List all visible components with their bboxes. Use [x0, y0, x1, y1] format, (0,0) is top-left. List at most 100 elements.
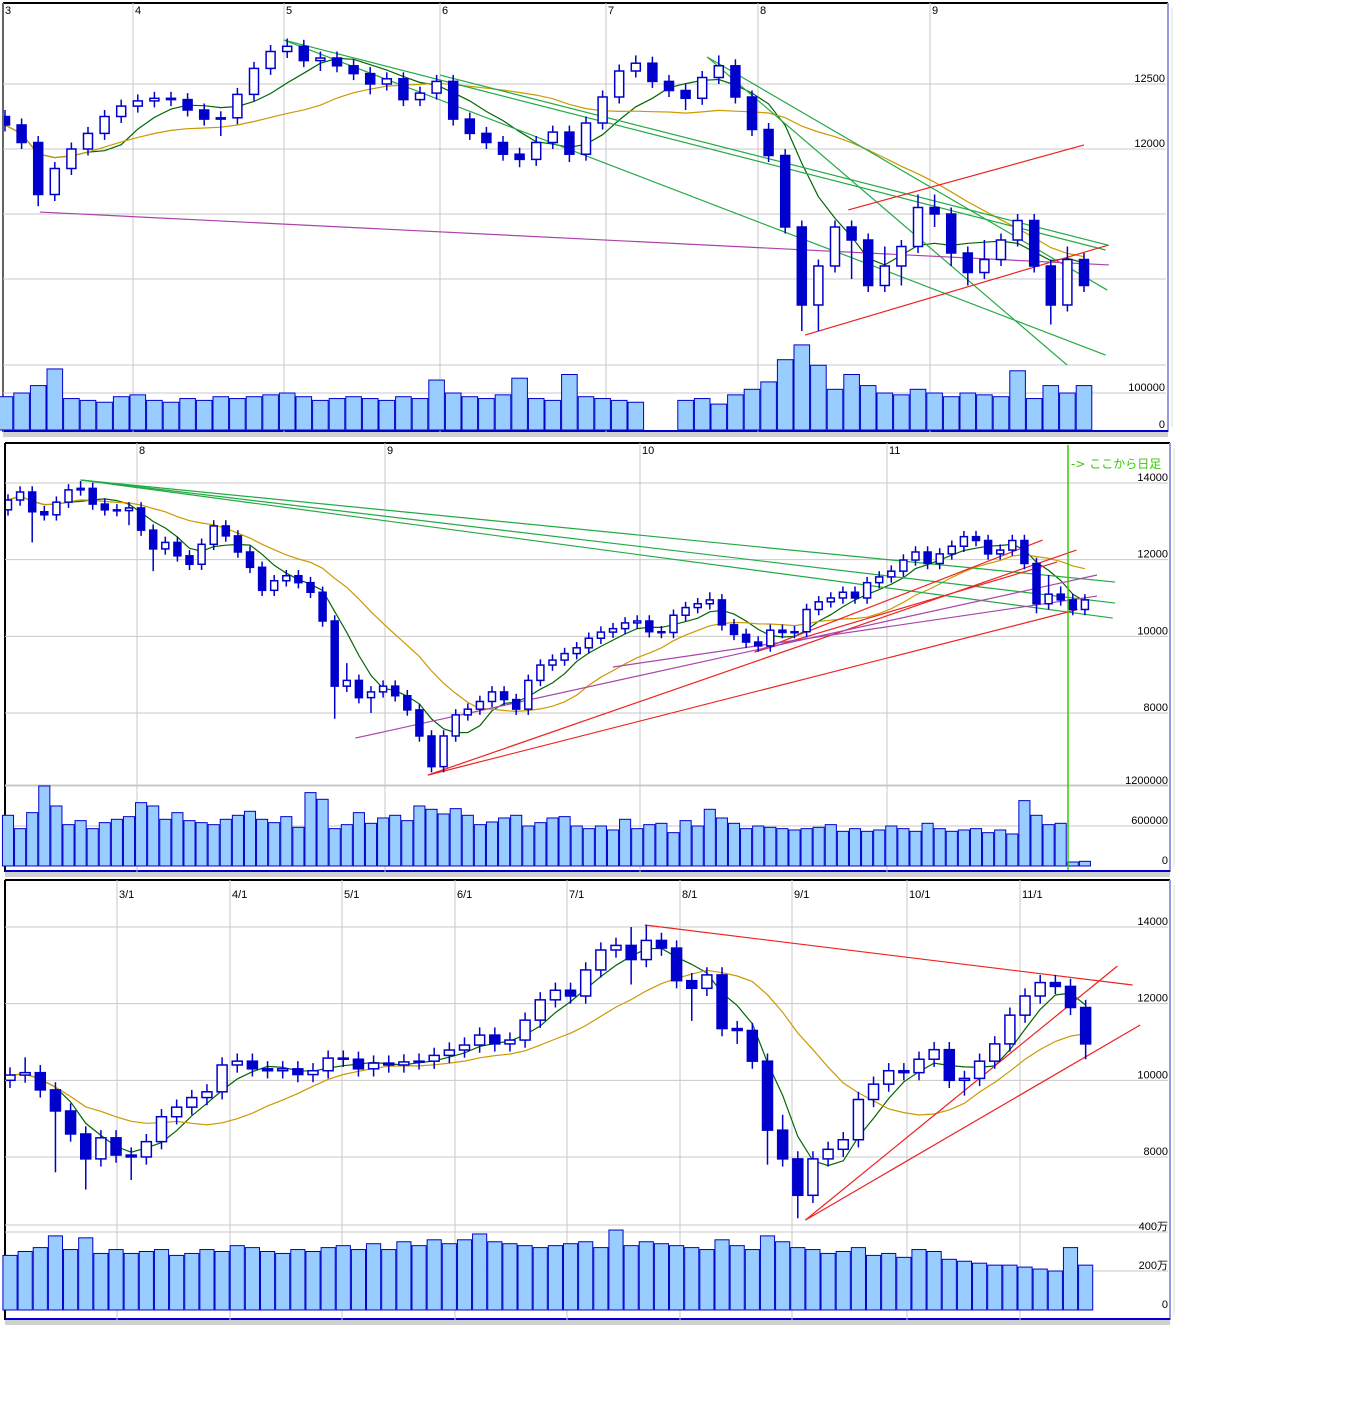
candle	[814, 596, 823, 616]
candle	[348, 59, 359, 81]
candle	[958, 1070, 971, 1096]
volume-bar	[558, 816, 571, 867]
candle-body-up	[15, 491, 25, 501]
volume-bar	[1030, 814, 1043, 867]
candle-body-down	[64, 1110, 77, 1135]
x-axis-label: 9	[932, 5, 938, 17]
volume-bar	[214, 1251, 230, 1311]
candle-body-up	[896, 245, 907, 267]
candle-body-up	[413, 1060, 425, 1063]
candle-body-down	[364, 72, 376, 85]
candle-body-down	[898, 1069, 910, 1074]
candle-body-down	[354, 679, 364, 699]
candle-body-up	[1044, 593, 1053, 605]
price-area	[6, 479, 1116, 776]
volume-bar	[517, 1245, 533, 1311]
volume-bar	[320, 1247, 336, 1311]
candle-body-up	[475, 700, 485, 710]
price-axis-label: 14000	[1137, 916, 1168, 928]
volume-axis-label: 0	[1162, 855, 1168, 867]
volume-bar	[655, 822, 668, 867]
volume-bar	[304, 792, 317, 867]
volume-bar	[546, 817, 559, 867]
volume-bar	[129, 394, 147, 431]
volume-bar	[677, 399, 694, 431]
volume-bar	[199, 1249, 215, 1311]
volume-bar	[96, 401, 113, 431]
candle	[427, 730, 436, 773]
volume-bar	[146, 399, 163, 431]
volume-bar	[426, 1239, 442, 1311]
volume-bar	[335, 1245, 351, 1311]
candle	[132, 94, 144, 113]
candle	[584, 632, 594, 654]
candle-body-up	[265, 50, 276, 70]
candle-body-down	[1056, 593, 1065, 601]
candle	[973, 1053, 986, 1087]
candle	[802, 603, 811, 638]
volume-bar	[911, 1249, 927, 1311]
candle-body-down	[564, 131, 575, 155]
volume-bar	[328, 398, 346, 431]
x-axis-label: 11	[889, 445, 900, 457]
candle-body-up	[979, 258, 990, 274]
volume-bar	[1062, 1247, 1079, 1311]
candle	[729, 619, 739, 641]
volume-bar	[511, 377, 528, 431]
volume-bar	[743, 388, 761, 431]
candle-body-down	[257, 566, 267, 592]
candle-body-up	[530, 141, 542, 161]
candle-body-up	[608, 627, 618, 633]
candle-body-down	[100, 503, 110, 511]
candle	[209, 520, 218, 551]
volume-bar	[244, 1247, 260, 1311]
candle-body-down	[1079, 1006, 1092, 1045]
candle	[201, 1084, 213, 1106]
volume-bar	[942, 396, 960, 431]
candle-body-up	[826, 597, 836, 603]
volume-bars	[0, 344, 1093, 431]
candle-body-up	[428, 1054, 440, 1062]
candle-body-down	[390, 685, 400, 697]
trendline-red	[754, 539, 1043, 653]
price-axis-label: 8000	[1144, 1146, 1168, 1158]
volume-bar	[93, 1252, 109, 1311]
candle	[82, 126, 94, 156]
trendline-purple	[39, 211, 1109, 266]
candle	[1045, 259, 1057, 325]
candle	[959, 530, 969, 552]
candle-body-down	[49, 1089, 62, 1112]
x-axis-label: 7	[608, 5, 614, 17]
volume-bar	[619, 818, 632, 867]
volume-bar	[727, 394, 744, 431]
candle-body-up	[76, 487, 85, 491]
candle	[1034, 974, 1046, 1004]
trendline-green	[80, 479, 1116, 604]
candle-body-up	[995, 549, 1005, 555]
volume-bar	[793, 344, 811, 431]
volume-axis-label: 100000	[1128, 382, 1165, 394]
candle-body-down	[447, 80, 459, 120]
volume-bar	[921, 822, 934, 867]
candle-body-up	[524, 679, 533, 710]
candle-body-up	[161, 541, 170, 550]
candle	[862, 576, 872, 604]
candle	[136, 502, 146, 536]
volume-bar	[162, 401, 180, 431]
volume-bar	[562, 1243, 579, 1311]
candle	[6, 494, 13, 516]
candle	[548, 654, 557, 671]
candle-body-down	[398, 78, 409, 101]
candle-body-down	[481, 132, 492, 144]
candle-body-down	[415, 709, 424, 737]
x-axis-label: 5	[286, 5, 292, 17]
candle-body-down	[511, 698, 521, 710]
candle	[221, 520, 231, 542]
candle	[923, 546, 932, 570]
volume-bar	[987, 1264, 1003, 1311]
candle	[463, 703, 473, 721]
candle	[34, 1064, 47, 1098]
candle-body-up	[807, 1158, 819, 1197]
volume-bar	[544, 399, 562, 431]
candle	[231, 1053, 243, 1073]
